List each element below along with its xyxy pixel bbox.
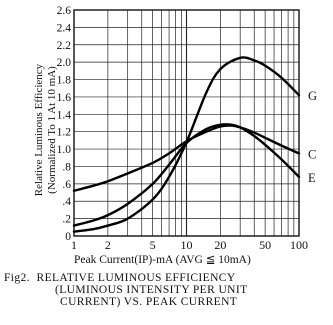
y-tick-label: 1.0: [57, 144, 72, 156]
y-axis-label-subtitle: (Normalized To 1 At 10 mA): [46, 66, 58, 194]
x-axis-label: Peak Current(IP)-mA (AVG ≦ 10mA): [74, 254, 251, 266]
y-tick-label: .8: [62, 161, 71, 173]
y-tick-label: 2.2: [57, 40, 72, 52]
plot-border: [73, 9, 300, 237]
tick-labels: 0 .2 .4 .6 .8 1.0 1.2 1.4 1.6 1.8 2.0 2.2 2.4 2.6 1 2 5 1…: [57, 5, 308, 252]
y-tick-label: 1.2: [57, 127, 72, 139]
series-label-g: G: [308, 89, 317, 103]
x-tick-label: 1: [71, 238, 77, 252]
y-axis-label: Relative Luminous Efficiency: [33, 63, 45, 196]
y-tick-label: 2.4: [57, 22, 72, 34]
series-labels: G CE: [308, 89, 317, 185]
series-label-c: C: [308, 147, 316, 161]
caption-line-1: Fig2. RELATIVE LUMINOUS EFFICIENCY: [4, 272, 236, 284]
series-lines: [72, 56, 301, 233]
plot-frame: [73, 9, 300, 237]
series-line-e: [72, 123, 301, 227]
y-tick-label: 0: [65, 231, 71, 243]
x-tick-label: 2: [105, 238, 111, 252]
y-tick-label: 1.4: [57, 109, 72, 121]
y-tick-label: 2.6: [57, 5, 72, 17]
x-tick-label: 10: [181, 238, 193, 252]
y-tick-label: 2.0: [57, 57, 72, 69]
y-tick-label: 1.6: [57, 92, 72, 104]
caption-line-2: (LUMINOUS INTENSITY PER UNIT: [55, 284, 248, 296]
series-line-c: [72, 124, 301, 192]
y-tick-label: .6: [62, 179, 71, 191]
grid: [74, 10, 299, 236]
series-label-e: E: [308, 171, 316, 185]
x-tick-label: 20: [214, 238, 226, 252]
y-tick-label: .4: [62, 196, 71, 208]
series-line-g: [72, 56, 301, 233]
caption-line-3: CURRENT) VS. PEAK CURRENT: [60, 296, 238, 308]
y-tick-label: .2: [62, 214, 71, 226]
x-tick-label: 50: [259, 238, 271, 252]
x-tick-label: 5: [150, 238, 156, 252]
y-tick-label: 1.8: [57, 75, 72, 87]
x-tick-label: 100: [290, 238, 308, 252]
